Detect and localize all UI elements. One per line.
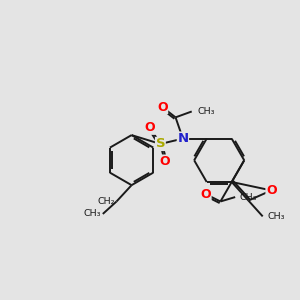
Text: CH₃: CH₃	[84, 209, 101, 218]
Text: CH₃: CH₃	[267, 212, 285, 221]
Text: O: O	[157, 100, 168, 114]
Text: O: O	[200, 188, 211, 201]
Text: CH₃: CH₃	[240, 193, 257, 202]
Text: CH₂: CH₂	[98, 197, 115, 206]
Text: CH₃: CH₃	[197, 107, 214, 116]
Text: S: S	[156, 137, 165, 150]
Text: O: O	[160, 155, 170, 168]
Text: O: O	[266, 184, 277, 197]
Text: O: O	[145, 121, 155, 134]
Text: N: N	[177, 132, 188, 145]
